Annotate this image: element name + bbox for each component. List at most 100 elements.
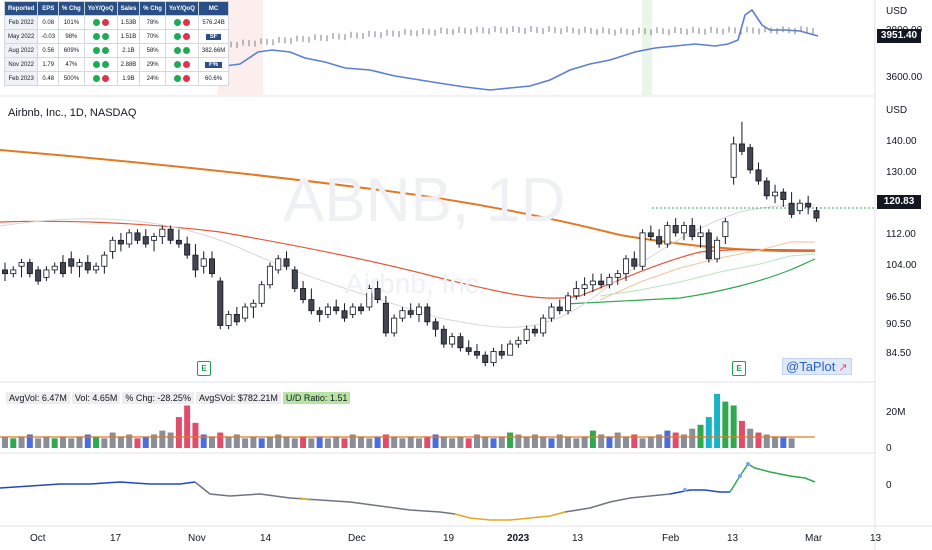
status-dot-red-icon [101, 18, 109, 26]
candle-down [374, 288, 381, 300]
volume-bar [416, 438, 422, 448]
volume-bar [300, 436, 307, 448]
candle-up [51, 265, 58, 271]
cell-reported: May 2022 [3, 29, 39, 44]
volume-bar [151, 434, 158, 448]
volume-bar [556, 434, 563, 448]
candle-down [738, 143, 745, 152]
cell-sales: 1.9B [116, 71, 141, 86]
candle-down [656, 236, 663, 245]
status-dot-green-icon [101, 32, 109, 40]
status-dots-cell [164, 71, 199, 86]
status-dots-cell [83, 15, 118, 30]
volume-bar [316, 436, 323, 448]
candle-up [548, 306, 555, 319]
candle-down [283, 258, 290, 267]
earnings-table-header-row: Reported EPS % Chg YoY/QoQ Sales % Chg Y… [3, 1, 230, 16]
stat-avg-dollar-vol: AvgSVol: $782.21M [195, 392, 281, 404]
candle-up [772, 191, 779, 197]
volume-bar [722, 401, 729, 448]
candle-down [672, 225, 679, 234]
status-dot-red-icon [182, 18, 190, 26]
cell-mc: 576.24B [197, 15, 230, 30]
earnings-table-row: Feb 2022 0.08 101% 1.53B 78% 576.24B [3, 15, 230, 30]
candle-up [581, 284, 588, 289]
volume-bar [266, 436, 273, 448]
x-tick-13b: 13 [727, 533, 739, 544]
volume-bar [101, 438, 108, 448]
candle-up [589, 280, 596, 286]
x-tick-mar: Mar [805, 533, 823, 544]
candle-down [382, 302, 389, 334]
cell-reported: Aug 2022 [3, 43, 39, 58]
volume-bar [714, 393, 721, 448]
candle-up [449, 336, 456, 345]
candle-up [796, 202, 803, 212]
volume-bar [167, 432, 174, 448]
volume-bar [672, 432, 679, 448]
top-pane-ohlc-marks [224, 26, 814, 49]
candle-up [93, 265, 100, 271]
mc-tag: F% [205, 61, 223, 68]
candle-up [159, 228, 166, 237]
earnings-marker-feb[interactable]: E [732, 361, 746, 376]
candle-down [755, 169, 762, 182]
candle-down [805, 202, 812, 208]
top-axis-tick-2: 3600.00 [886, 72, 923, 83]
status-dot-green-icon [173, 46, 181, 54]
candle-up [242, 306, 249, 319]
candle-up [664, 225, 671, 245]
candle-down [333, 306, 340, 312]
earnings-table-row: Aug 2022 0.56 609% 2.1B 58% 382.66M [3, 43, 230, 58]
rs-line-gray-1 [194, 481, 456, 515]
candle-down [531, 328, 538, 334]
volume-bar [589, 430, 596, 448]
cell-sales: 2.1B [116, 43, 141, 58]
candle-up [540, 317, 547, 334]
col-sales-yoy: YoY/QoQ [164, 1, 199, 16]
candle-down [482, 354, 489, 363]
volume-bar [35, 438, 42, 448]
candle-up [507, 343, 514, 356]
volume-bar [614, 432, 621, 448]
volume-bar [283, 436, 290, 448]
candle-up [722, 221, 729, 237]
candle-up [126, 232, 133, 245]
candle-down [291, 269, 298, 289]
candle-up [109, 239, 116, 252]
candle-up [225, 314, 232, 326]
status-dots-cell [164, 15, 199, 30]
cell-eps: 0.08 [37, 15, 60, 30]
candle-down [175, 239, 182, 245]
volume-bar [192, 422, 199, 448]
volume-bar [217, 432, 224, 448]
volume-bar [333, 436, 340, 448]
volume-bar [598, 434, 605, 448]
volume-bar [548, 438, 555, 448]
volume-bar [258, 438, 265, 448]
candle-down [813, 210, 820, 219]
cell-eps-chg: 47% [58, 57, 85, 72]
candle-up [10, 269, 17, 275]
candle-up [43, 269, 50, 278]
candle-up [680, 225, 687, 234]
status-dot-red-icon [182, 60, 190, 68]
cell-mc: 382.66M [197, 43, 230, 58]
volume-bar [209, 436, 215, 448]
volume-bar [664, 430, 671, 448]
candle-down [217, 280, 224, 326]
volume-bar [424, 436, 431, 448]
col-eps: EPS [37, 1, 60, 16]
volume-bar [134, 438, 141, 448]
stat-vol: Vol: 4.65M [71, 392, 121, 404]
earnings-marker-nov[interactable]: E [197, 361, 211, 376]
cell-mc: 60.6% [197, 71, 230, 86]
cell-sales: 2.88B [116, 57, 141, 72]
volume-bar [531, 434, 538, 448]
main-axis-tick-130: 130.00 [886, 167, 917, 178]
candle-down [26, 262, 33, 275]
status-dot-green-icon [182, 46, 190, 54]
volume-bar [780, 436, 787, 448]
candle-up [623, 258, 630, 275]
candle-up [399, 310, 406, 319]
